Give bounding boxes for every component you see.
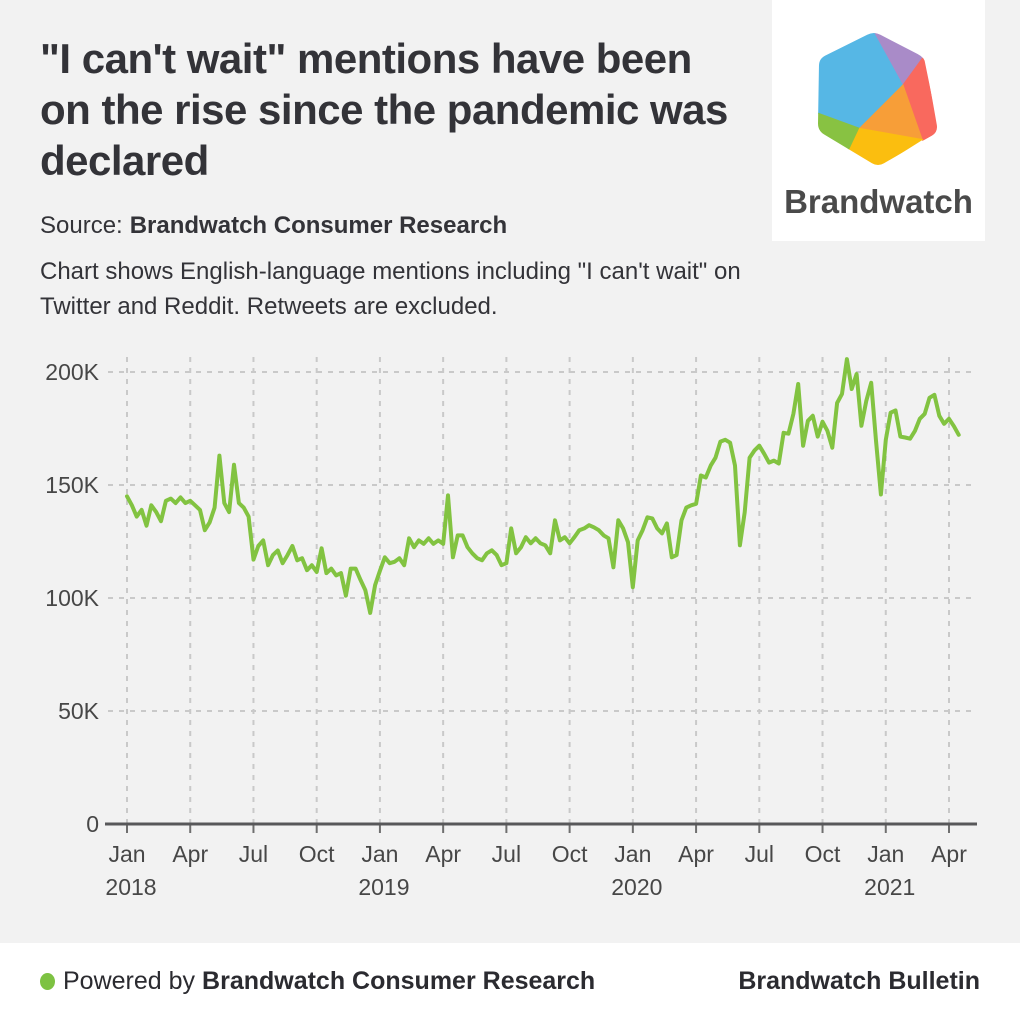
x-axis-year-label: 2018: [105, 874, 156, 900]
description-line-1: Chart shows English-language mentions in…: [40, 258, 741, 285]
y-axis-label: 0: [86, 811, 99, 837]
x-axis-month-label: Jan: [614, 841, 651, 867]
x-axis-month-label: Oct: [805, 841, 841, 867]
x-axis-month-label: Jul: [492, 841, 521, 867]
source-line: Source: Brandwatch Consumer Research: [40, 212, 507, 240]
x-axis-month-label: Apr: [172, 841, 208, 867]
powered-by: Powered by Brandwatch Consumer Research: [40, 967, 595, 996]
chart-description: Chart shows English-language mentions in…: [40, 254, 741, 324]
logo-facet-coral: [902, 55, 937, 141]
source-value: Brandwatch Consumer Research: [129, 212, 508, 239]
x-axis-year-label: 2021: [864, 874, 915, 900]
footer-bar: Powered by Brandwatch Consumer Research …: [0, 943, 1020, 1020]
x-axis-month-label: Apr: [678, 841, 714, 867]
bulletin-title: Brandwatch Bulletin: [738, 967, 980, 995]
logo-facet-blue: [818, 32, 904, 129]
powered-by-value: Brandwatch Consumer Research: [202, 967, 596, 995]
y-axis-label: 50K: [58, 698, 100, 724]
logo-facet-green: [818, 112, 860, 151]
brandwatch-hexagon-icon: [818, 32, 937, 165]
x-axis-month-label: Jul: [239, 841, 268, 867]
page-title: "I can't wait" mentions have been on the…: [40, 33, 780, 186]
y-axis-label: 200K: [45, 359, 99, 385]
title-line-2: on the rise since the pandemic was: [40, 86, 728, 133]
x-axis-month-label: Jul: [745, 841, 774, 867]
logo-facet-yellow: [847, 127, 924, 165]
brandwatch-wordmark: Brandwatch: [784, 183, 973, 220]
x-axis-month-label: Jan: [108, 841, 145, 867]
source-label: Source:: [40, 212, 123, 239]
powered-by-label: Powered by: [63, 967, 196, 995]
x-axis-month-label: Jan: [361, 841, 398, 867]
x-axis-month-label: Apr: [931, 841, 967, 867]
header: "I can't wait" mentions have been on the…: [40, 33, 780, 186]
x-axis-month-label: Jan: [867, 841, 904, 867]
title-line-1: "I can't wait" mentions have been: [40, 35, 692, 82]
description-line-2: Twitter and Reddit. Retweets are exclude…: [40, 293, 498, 320]
x-axis-year-label: 2020: [611, 874, 662, 900]
x-axis-month-label: Oct: [552, 841, 588, 867]
brandwatch-logo-card: Brandwatch: [772, 0, 985, 241]
y-axis-label: 100K: [45, 585, 99, 611]
y-axis-label: 150K: [45, 472, 99, 498]
x-axis-month-label: Apr: [425, 841, 461, 867]
logo-facet-orange: [858, 84, 923, 141]
x-axis-month-label: Oct: [299, 841, 335, 867]
title-line-3: declared: [40, 137, 209, 184]
green-dot-icon: [40, 973, 55, 990]
x-axis-year-label: 2019: [358, 874, 409, 900]
mentions-data-line: [125, 357, 961, 615]
